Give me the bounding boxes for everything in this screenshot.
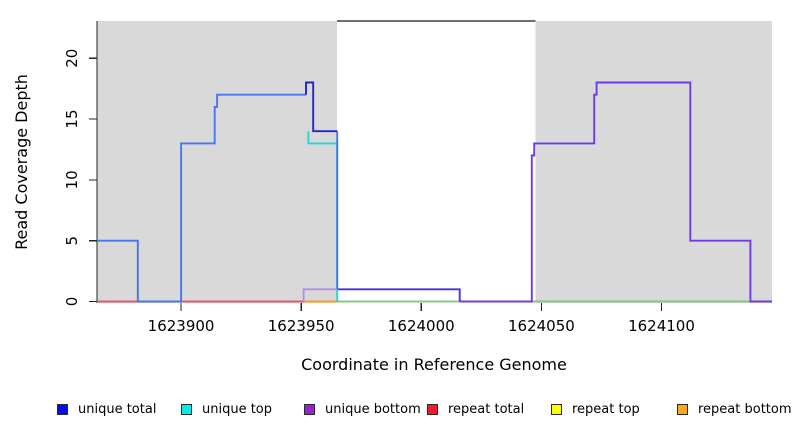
y-tick-label: 20 [63, 49, 81, 68]
legend-swatch-unique-bottom [304, 403, 315, 415]
legend-item-repeat-top: repeat top [551, 397, 640, 421]
legend-label: unique total [78, 401, 157, 417]
legend-swatch-unique-top [181, 403, 192, 415]
y-tick-label: 0 [63, 297, 81, 307]
series-unique-bottom-over-shaded-region- [302, 288, 338, 302]
x-tick-label: 1623950 [268, 317, 335, 335]
legend-item-unique-top: unique top [181, 397, 272, 421]
series-unique-bottom [459, 81, 772, 303]
series-unique-total [97, 93, 306, 303]
legend-item-repeat-total: repeat total [427, 397, 524, 421]
x-tick-label: 1624050 [508, 317, 575, 335]
series-unique-bottom-unique-total-overlap [337, 288, 461, 302]
legend-swatch-repeat-total [427, 403, 438, 415]
shaded-region [97, 21, 338, 303]
y-tick-label: 15 [63, 109, 81, 128]
legend-swatch-repeat-top [551, 403, 562, 415]
y-tick-label: 5 [63, 236, 81, 246]
y-axis-title: Read Coverage Depth [12, 74, 31, 250]
legend: unique total unique top unique bottom repea… [0, 397, 792, 423]
x-tick-label: 1623900 [148, 317, 215, 335]
legend-label: repeat top [572, 401, 640, 417]
legend-label: repeat total [448, 401, 525, 417]
legend-label: repeat bottom [698, 401, 792, 417]
shaded-region [535, 21, 772, 303]
x-tick-label: 1624000 [388, 317, 455, 335]
x-axis-title: Coordinate in Reference Genome [301, 355, 567, 374]
y-tick-label: 10 [63, 170, 81, 189]
legend-label: unique bottom [325, 401, 421, 417]
legend-swatch-repeat-bottom [677, 403, 688, 415]
series-unique-total-dark-peak- [305, 81, 338, 133]
legend-item-unique-total: unique total [57, 397, 156, 421]
x-tick-label: 1624100 [628, 317, 695, 335]
legend-item-repeat-bottom: repeat bottom [677, 397, 792, 421]
coverage-plot: 0 5 10 15 20 1623900 1623950 1624000 1624050 1624… [12, 20, 772, 374]
legend-swatch-unique-total [57, 403, 68, 415]
legend-item-unique-bottom: unique bottom [304, 397, 421, 421]
legend-label: unique top [202, 401, 273, 417]
